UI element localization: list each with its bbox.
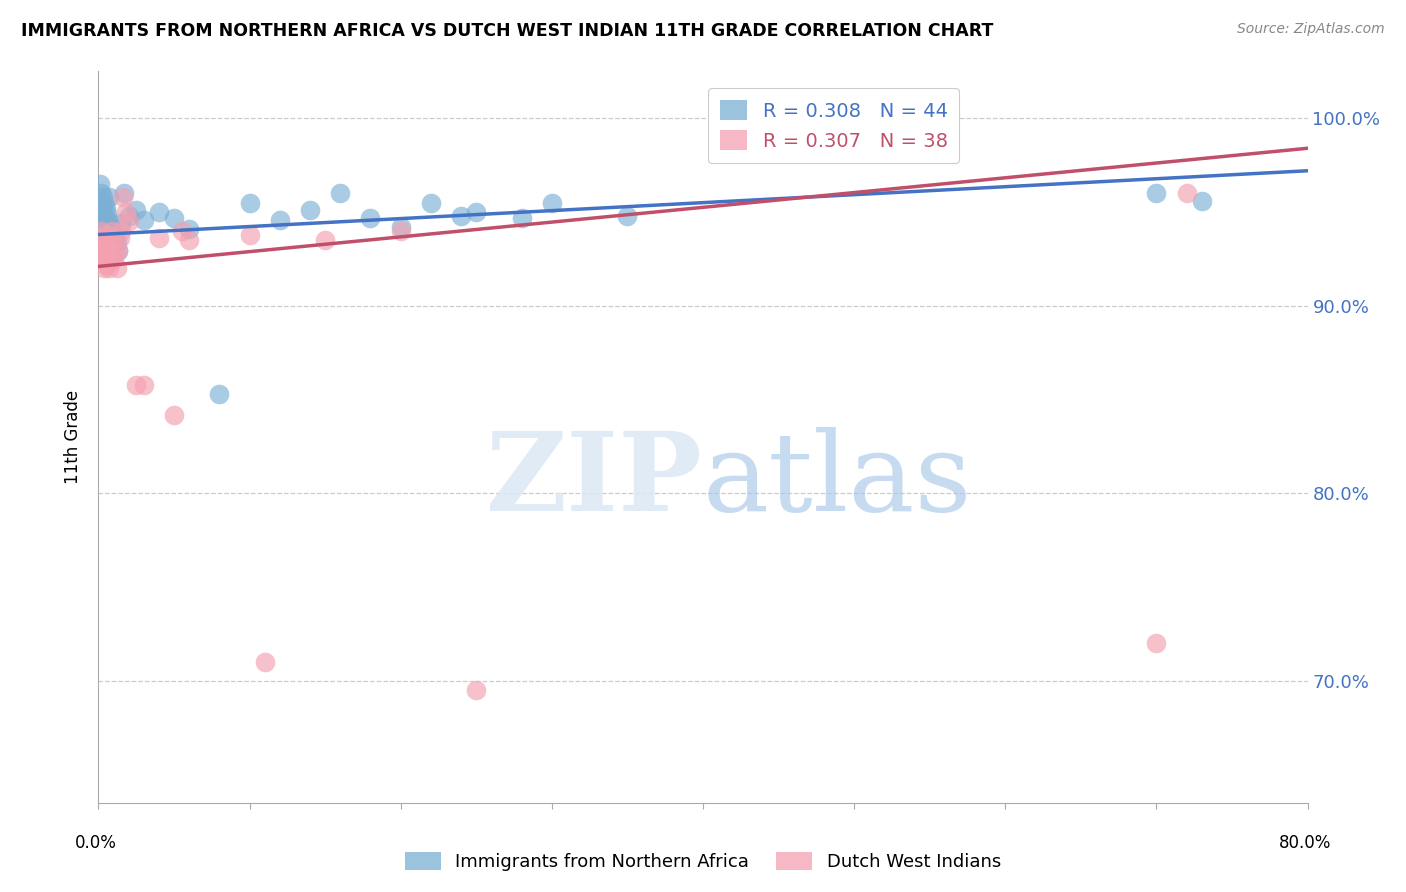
Point — [510, 211, 533, 225]
Point — [91, 233, 114, 247]
Point — [93, 261, 115, 276]
Text: ZIP: ZIP — [486, 427, 703, 534]
Point — [111, 190, 134, 204]
Point — [148, 231, 170, 245]
Point — [163, 408, 186, 422]
Point — [98, 246, 121, 260]
Point — [465, 683, 488, 698]
Point — [360, 211, 382, 225]
Point — [299, 203, 322, 218]
Text: 0.0%: 0.0% — [75, 834, 117, 852]
Point — [208, 387, 231, 401]
Point — [94, 258, 117, 272]
Point — [179, 222, 201, 236]
Point — [91, 190, 114, 204]
Point — [96, 243, 118, 257]
Point — [465, 205, 488, 219]
Point — [132, 212, 155, 227]
Point — [96, 224, 118, 238]
Point — [112, 186, 135, 201]
Point — [98, 190, 121, 204]
Point — [90, 243, 112, 257]
Point — [103, 252, 125, 266]
Point — [96, 207, 118, 221]
Point — [101, 224, 124, 238]
Point — [98, 214, 121, 228]
Text: atlas: atlas — [703, 427, 973, 534]
Legend: Immigrants from Northern Africa, Dutch West Indians: Immigrants from Northern Africa, Dutch W… — [398, 845, 1008, 879]
Point — [91, 246, 114, 260]
Point — [125, 377, 148, 392]
Point — [90, 186, 112, 201]
Point — [1191, 194, 1213, 208]
Point — [94, 212, 117, 227]
Point — [89, 233, 111, 247]
Point — [90, 209, 112, 223]
Point — [91, 205, 114, 219]
Text: IMMIGRANTS FROM NORTHERN AFRICA VS DUTCH WEST INDIAN 11TH GRADE CORRELATION CHAR: IMMIGRANTS FROM NORTHERN AFRICA VS DUTCH… — [21, 22, 994, 40]
Point — [93, 252, 115, 266]
Point — [100, 246, 122, 260]
Point — [389, 224, 412, 238]
Point — [101, 222, 124, 236]
Point — [110, 216, 132, 230]
Point — [170, 224, 193, 238]
Point — [100, 220, 122, 235]
Point — [1144, 636, 1167, 650]
Point — [540, 195, 562, 210]
Legend: R = 0.308   N = 44, R = 0.307   N = 38: R = 0.308 N = 44, R = 0.307 N = 38 — [709, 88, 959, 162]
Text: 80.0%: 80.0% — [1278, 834, 1331, 852]
Point — [108, 231, 131, 245]
Point — [132, 377, 155, 392]
Point — [107, 243, 129, 257]
Point — [125, 203, 148, 218]
Point — [94, 201, 117, 215]
Point — [94, 227, 117, 242]
Point — [450, 209, 472, 223]
Point — [179, 233, 201, 247]
Point — [148, 205, 170, 219]
Point — [114, 205, 136, 219]
Point — [104, 231, 127, 245]
Point — [101, 239, 124, 253]
Point — [314, 233, 336, 247]
Point — [329, 186, 352, 201]
Point — [1144, 186, 1167, 201]
Point — [103, 227, 125, 242]
Text: Source: ZipAtlas.com: Source: ZipAtlas.com — [1237, 22, 1385, 37]
Point — [420, 195, 443, 210]
Point — [89, 177, 111, 191]
Point — [89, 195, 111, 210]
Point — [100, 233, 122, 247]
Point — [163, 211, 186, 225]
Point — [96, 252, 118, 266]
Point — [239, 195, 262, 210]
Y-axis label: 11th Grade: 11th Grade — [65, 390, 83, 484]
Point — [118, 214, 141, 228]
Point — [616, 209, 638, 223]
Point — [389, 220, 412, 235]
Point — [1175, 186, 1198, 201]
Point — [93, 218, 115, 232]
Point — [107, 244, 129, 259]
Point — [253, 655, 276, 669]
Point — [118, 209, 141, 223]
Point — [104, 246, 127, 260]
Point — [110, 224, 132, 238]
Point — [105, 261, 128, 276]
Point — [93, 195, 115, 210]
Point — [105, 235, 128, 249]
Point — [90, 224, 112, 238]
Point — [269, 212, 291, 227]
Point — [239, 227, 262, 242]
Point — [98, 261, 121, 276]
